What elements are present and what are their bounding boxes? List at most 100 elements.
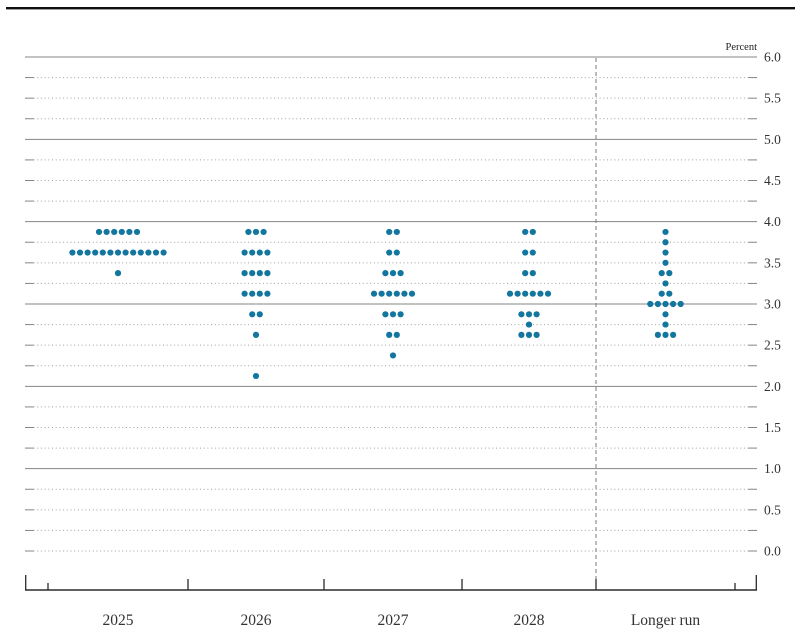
dot <box>393 249 400 256</box>
y-axis-label: 2.5 <box>764 338 781 353</box>
dot <box>389 352 397 359</box>
dot <box>533 311 540 318</box>
dot <box>393 228 400 236</box>
dot <box>241 270 248 277</box>
y-axis-label: 0.0 <box>764 544 781 559</box>
dot <box>249 311 256 318</box>
y-axis-label: 5.5 <box>764 91 781 106</box>
x-axis-category-label: 2026 <box>241 612 272 629</box>
dot <box>408 290 416 297</box>
dot <box>386 249 393 256</box>
dot <box>241 249 248 256</box>
dot <box>522 228 529 236</box>
x-axis-category-label: 2028 <box>514 612 545 629</box>
dot <box>662 228 669 236</box>
dot <box>662 280 669 287</box>
dot <box>522 249 529 256</box>
dot <box>92 249 99 256</box>
x-axis-category-label: Longer run <box>631 612 701 629</box>
dot <box>533 331 540 338</box>
dot <box>152 249 160 256</box>
dot <box>386 331 393 338</box>
dot <box>245 228 252 236</box>
dot <box>145 249 152 256</box>
dot <box>529 228 536 236</box>
dot <box>252 372 260 380</box>
dot <box>662 300 669 308</box>
y-axis-label: 6.0 <box>764 50 781 65</box>
dot <box>264 290 271 297</box>
dot <box>647 300 654 308</box>
dot <box>514 290 521 297</box>
top-rule <box>6 7 795 10</box>
dot <box>107 249 114 256</box>
dot <box>666 270 673 277</box>
dot <box>241 290 248 297</box>
dot <box>662 321 669 328</box>
dot <box>537 290 544 297</box>
dot <box>529 270 536 277</box>
dot <box>389 270 397 277</box>
dot <box>256 311 263 318</box>
dot <box>84 249 91 256</box>
dot <box>386 228 393 236</box>
dot <box>76 249 84 256</box>
y-axis-label: 2.0 <box>764 379 781 394</box>
x-axis-category-label: 2027 <box>378 612 409 629</box>
dot <box>525 321 533 328</box>
dot <box>249 290 256 297</box>
dot <box>264 249 271 256</box>
dot <box>99 249 106 256</box>
dot <box>658 270 665 277</box>
dot <box>397 270 404 277</box>
x-axis-category-label: 2025 <box>103 612 134 629</box>
dot <box>130 249 137 256</box>
dot <box>666 290 673 297</box>
dot <box>122 249 129 256</box>
y-axis-label: 4.0 <box>764 214 781 229</box>
dot <box>111 228 118 236</box>
dot <box>118 228 125 236</box>
dot <box>389 311 397 318</box>
dot <box>662 249 669 256</box>
dot <box>69 249 76 256</box>
dot <box>126 228 133 236</box>
y-axis-label: 4.5 <box>764 173 781 188</box>
dot <box>386 290 393 297</box>
y-axis-label: 3.0 <box>764 297 781 312</box>
dot <box>114 270 122 277</box>
percent-unit-label: Percent <box>725 42 758 53</box>
dot <box>249 270 256 277</box>
dot <box>529 249 536 256</box>
dot <box>249 249 256 256</box>
dot <box>393 331 400 338</box>
dot <box>522 290 529 297</box>
dot <box>114 249 122 256</box>
dot <box>397 311 404 318</box>
dot <box>677 300 684 308</box>
dot <box>133 228 141 236</box>
dot <box>662 259 669 266</box>
dot <box>654 300 662 308</box>
dot <box>522 270 529 277</box>
dot <box>670 300 677 308</box>
dot <box>252 228 260 236</box>
dot <box>670 331 677 338</box>
y-axis-label: 1.5 <box>764 420 781 435</box>
y-axis-label: 1.0 <box>764 461 781 476</box>
dot <box>654 331 662 338</box>
dot <box>370 290 378 297</box>
dot <box>529 290 536 297</box>
dot <box>256 290 263 297</box>
dot <box>518 331 525 338</box>
dot <box>662 311 669 318</box>
dot <box>103 228 110 236</box>
dot <box>378 290 385 297</box>
dot <box>525 311 533 318</box>
dot <box>382 270 389 277</box>
y-axis-label: 0.5 <box>764 502 781 517</box>
dot <box>544 290 552 297</box>
y-axis-label: 5.0 <box>764 132 781 147</box>
